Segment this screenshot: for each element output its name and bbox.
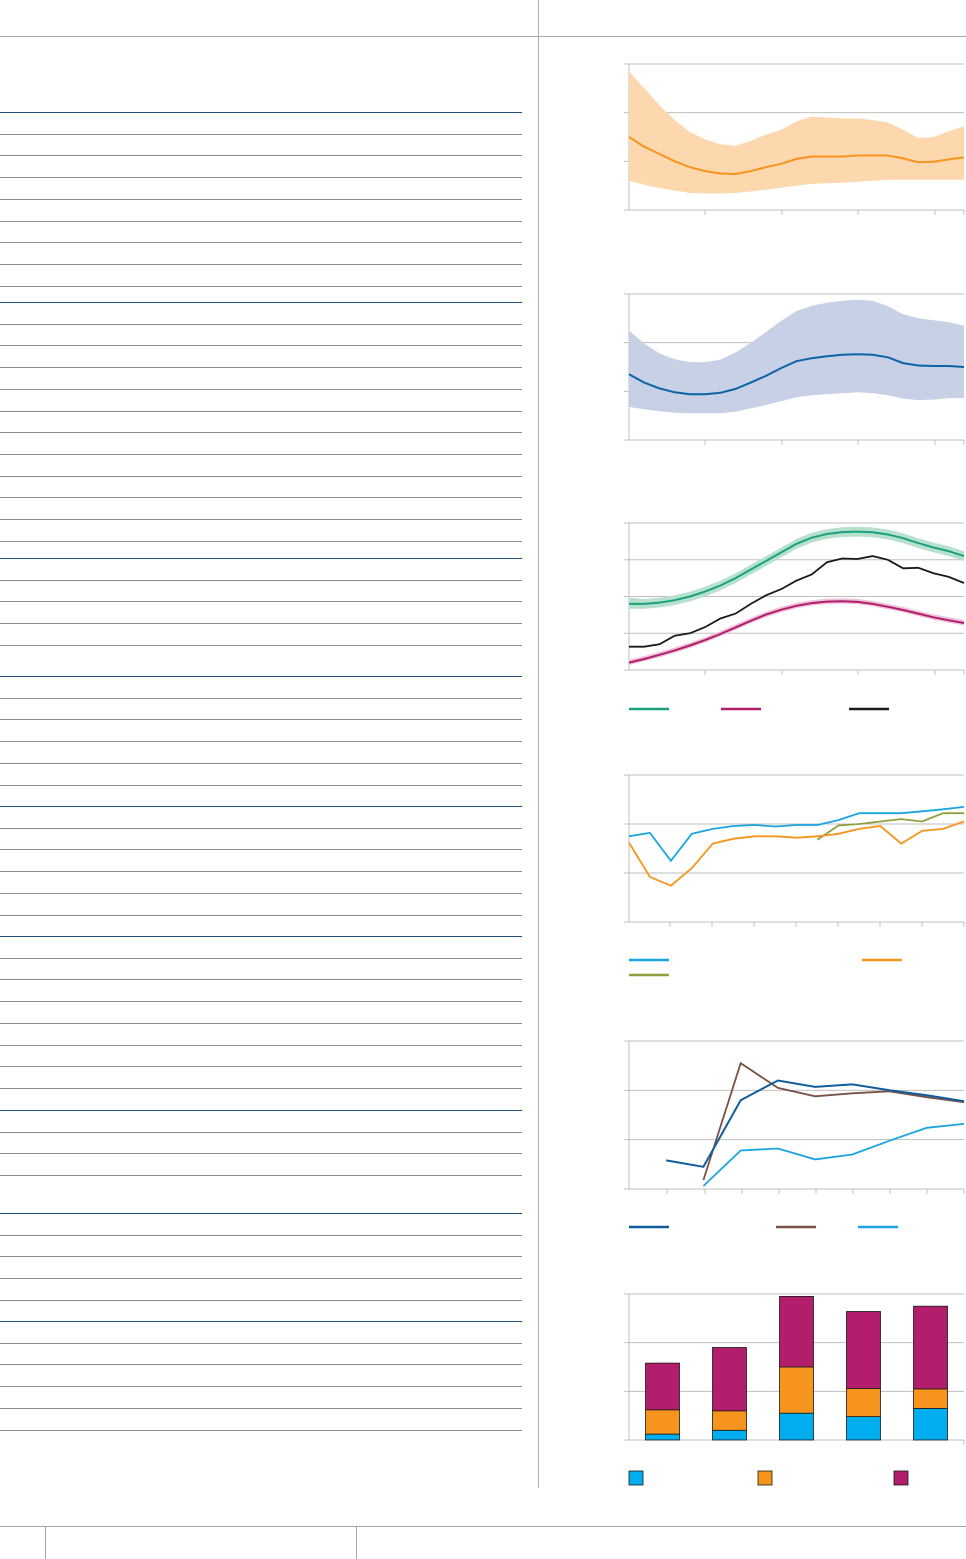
- bar-segment-blue: [913, 1408, 948, 1441]
- table-row: [0, 979, 522, 980]
- confidence-band: [629, 71, 964, 194]
- table-row: [0, 1256, 522, 1257]
- series-line-magenta: [628, 600, 965, 664]
- table-row: [0, 915, 522, 916]
- bar-segment-orange: [712, 1410, 747, 1431]
- bar-segment-orange: [846, 1388, 881, 1418]
- bar-segment-magenta: [712, 1347, 747, 1412]
- table-row: [0, 1235, 522, 1236]
- table-section-rule: [0, 112, 522, 113]
- table-row: [0, 849, 522, 850]
- series-line: [628, 353, 965, 396]
- bar-segment-orange: [913, 1388, 948, 1409]
- table-row: [0, 1364, 522, 1365]
- table-row: [0, 1045, 522, 1046]
- table-row: [0, 871, 522, 872]
- table-section-rule: [0, 806, 522, 807]
- bar-segment-orange: [645, 1409, 680, 1435]
- table-row: [0, 155, 522, 156]
- table-row: [0, 1408, 522, 1409]
- series-line-green: [629, 530, 965, 605]
- table-row: [0, 645, 522, 646]
- table-row: [0, 264, 522, 265]
- table-row: [0, 1132, 522, 1133]
- table-section-rule: [0, 1321, 522, 1322]
- series-line-brown: [702, 1061, 965, 1181]
- table-row: [0, 580, 522, 581]
- table-row: [0, 958, 522, 959]
- table-section-rule: [0, 676, 522, 677]
- bar-segment-blue: [846, 1416, 881, 1441]
- table-row: [0, 1088, 522, 1089]
- table-row: [0, 601, 522, 602]
- series-line-olive: [816, 812, 964, 841]
- table-row: [0, 134, 522, 135]
- table-row: [0, 1153, 522, 1154]
- confidence-band: [629, 299, 964, 414]
- bar-segment-magenta: [846, 1311, 881, 1389]
- bar-segment-magenta: [779, 1296, 814, 1368]
- table-row: [0, 519, 522, 520]
- table-row: [0, 1430, 522, 1431]
- table-row: [0, 221, 522, 222]
- footer-divider-left: [45, 1526, 46, 1559]
- table-row: [0, 1175, 522, 1176]
- table-row: [0, 828, 522, 829]
- table-row: [0, 763, 522, 764]
- series-line-black: [629, 555, 965, 648]
- footer-rule: [0, 1526, 966, 1527]
- table-row: [0, 623, 522, 624]
- bar-segment-blue: [645, 1433, 680, 1441]
- bar-segment-blue: [712, 1429, 747, 1441]
- table-row: [0, 741, 522, 742]
- table-row: [0, 1386, 522, 1387]
- table-row: [0, 199, 522, 200]
- bar-segment-magenta: [645, 1362, 680, 1411]
- table-row: [0, 497, 522, 498]
- table-section-rule: [0, 302, 522, 303]
- legend-swatch-magenta: [893, 1470, 909, 1486]
- table-row: [0, 1343, 522, 1344]
- legend-swatch-blue: [628, 1470, 644, 1486]
- legend-swatch-orange: [757, 1470, 773, 1486]
- table-row: [0, 324, 522, 325]
- table-row: [0, 345, 522, 346]
- bar-segment-orange: [779, 1366, 814, 1414]
- table-row: [0, 411, 522, 412]
- table-row: [0, 1023, 522, 1024]
- bar-segment-blue: [779, 1412, 814, 1441]
- table-section-rule: [0, 558, 522, 559]
- table-row: [0, 541, 522, 542]
- table-row: [0, 1300, 522, 1301]
- table-section-rule: [0, 1213, 522, 1214]
- table-section-rule: [0, 936, 522, 937]
- table-row: [0, 242, 522, 243]
- table-row: [0, 177, 522, 178]
- column-divider: [538, 0, 539, 1488]
- table-row: [0, 1278, 522, 1279]
- table-row: [0, 454, 522, 455]
- table-row: [0, 719, 522, 720]
- bar-segment-magenta: [913, 1305, 948, 1390]
- table-row: [0, 476, 522, 477]
- series-line-cyan: [628, 806, 965, 863]
- header-rule: [0, 36, 966, 37]
- table-row: [0, 432, 522, 433]
- table-row: [0, 389, 522, 390]
- table-row: [0, 1001, 522, 1002]
- table-row: [0, 367, 522, 368]
- table-row: [0, 286, 522, 287]
- magenta-band: [629, 598, 964, 666]
- series-line: [628, 136, 965, 176]
- series-line-navy: [666, 1079, 965, 1168]
- footer-divider-right: [356, 1526, 357, 1559]
- series-line-orange: [628, 820, 965, 887]
- table-section-rule: [0, 1110, 522, 1111]
- table-row: [0, 1066, 522, 1067]
- table-row: [0, 698, 522, 699]
- series-line-cyan: [702, 1123, 965, 1187]
- table-row: [0, 785, 522, 786]
- table-row: [0, 893, 522, 894]
